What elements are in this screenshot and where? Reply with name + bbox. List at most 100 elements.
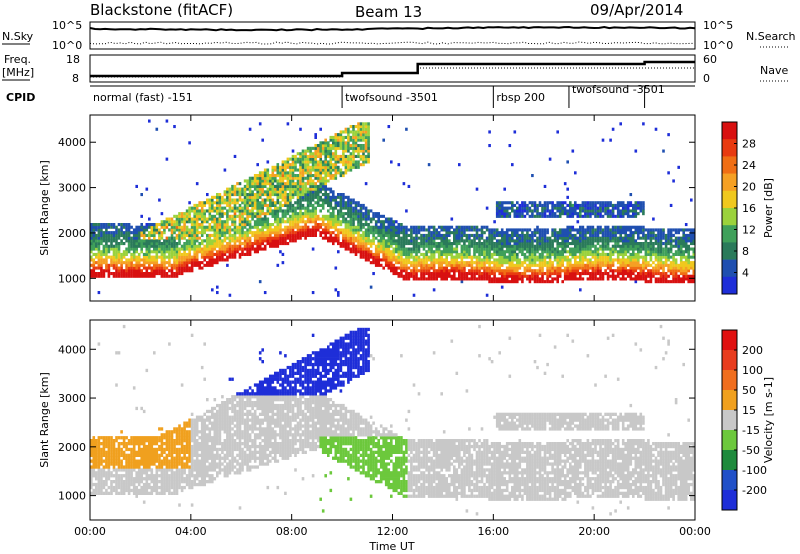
heatmap-cell [342,203,345,207]
heatmap-cell [606,244,610,248]
heatmap-cell [652,233,655,237]
heatmap-cell [606,242,610,246]
heatmap-cell [90,263,93,267]
heatmap-cell [228,250,232,254]
heatmap-cell [372,228,375,232]
heatmap-cell [518,277,522,281]
heatmap-cell [548,242,552,246]
heatmap-cell [238,195,242,199]
heatmap-cell [155,223,159,227]
heatmap-cell [211,201,214,205]
heatmap-cell [498,209,501,213]
heatmap-cell [463,231,466,235]
heatmap-cell [208,239,212,243]
heatmap-cell [621,272,625,276]
heatmap-cell [372,225,375,229]
heatmap-cell [120,228,123,232]
heatmap-cell [309,157,312,161]
heatmap-cell [337,146,340,150]
heatmap-cell [500,212,504,216]
heatmap-cell [432,261,436,265]
heatmap-cell [190,239,194,243]
heatmap-cell [190,220,194,224]
heatmap-cell [258,236,262,240]
heatmap-cell [183,250,186,254]
heatmap-cell [379,228,383,232]
heatmap-cell [92,239,96,243]
heatmap-cell [296,220,300,224]
heatmap-cell [125,228,128,232]
heatmap-cell [647,250,650,254]
heatmap-cell [344,163,348,167]
heatmap-cell [367,247,370,251]
heatmap-cell [397,225,401,229]
heatmap-cell [647,263,650,267]
heatmap-cell [634,252,638,256]
heatmap-cell [516,247,519,251]
heatmap-cell [377,255,380,259]
heatmap-cell [203,250,206,254]
heatmap-cell [508,263,512,267]
heatmap-cell [498,255,501,259]
heatmap-cell [183,242,186,246]
heatmap-cell [97,274,101,278]
heatmap-cell [291,206,295,210]
heatmap-cell [616,201,620,205]
heatmap-cell [279,187,282,191]
heatmap-cell [327,220,330,224]
heatmap-cell [435,274,438,278]
heatmap-cell [261,212,264,216]
heatmap-cell [243,209,247,213]
heatmap-cell [314,187,317,191]
heatmap-cell [637,258,640,262]
heatmap-cell [296,228,300,232]
heatmap-cell [218,242,222,246]
heatmap-cell [448,244,451,248]
heatmap-cell [546,239,549,243]
heatmap-cell [178,263,181,267]
heatmap-cell [455,247,459,251]
heatmap-cell [296,195,300,199]
heatmap-cell [483,250,486,254]
heatmap-cell [490,255,494,259]
heatmap-cell [637,266,640,270]
heatmap-cell [402,182,406,186]
heatmap-cell [626,269,630,273]
heatmap-cell [127,247,131,251]
heatmap-cell [226,220,229,224]
heatmap-cell [632,231,635,235]
heatmap-cell [246,182,249,186]
heatmap-cell [304,233,307,237]
heatmap-cell [359,252,363,256]
heatmap-cell [521,277,524,281]
heatmap-cell [606,263,610,267]
heatmap-cell [140,274,143,278]
heatmap-cell [160,258,164,262]
heatmap-cell [642,269,645,273]
heatmap-cell [624,228,627,232]
heatmap-cell [579,255,582,259]
heatmap-cell [258,214,262,218]
heatmap-cell [274,201,277,205]
heatmap-cell [107,272,111,276]
heatmap-cell [173,272,176,276]
heatmap-cell [261,231,264,235]
heatmap-cell [379,225,383,229]
heatmap-cell [581,209,585,213]
heatmap-cell [654,127,658,131]
heatmap-cell [412,266,416,270]
heatmap-cell [246,179,249,183]
heatmap-cell [659,244,663,248]
heatmap-cell [319,127,322,131]
heatmap-cell [203,214,206,218]
heatmap-cell [609,239,612,243]
heatmap-cell [163,247,166,251]
heatmap-cell [127,274,131,278]
heatmap-cell [536,274,539,278]
heatmap-cell [253,195,257,199]
heatmap-cell [412,242,416,246]
heatmap-cell [195,233,199,237]
heatmap-cell [339,144,343,148]
heatmap-cell [591,269,595,273]
heatmap-cell [475,263,479,267]
